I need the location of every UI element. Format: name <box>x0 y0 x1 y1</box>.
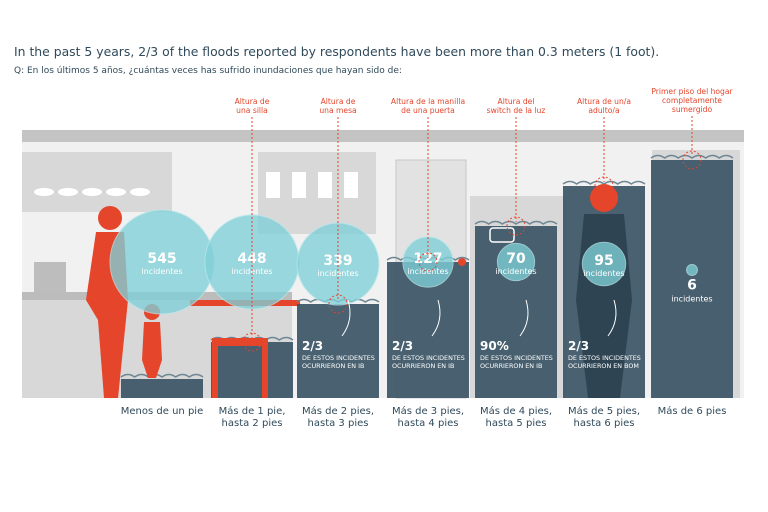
reference-marker-2 <box>242 332 262 352</box>
door-handle <box>458 258 466 266</box>
category-label-3: Más de 2 pies, hasta 3 pies <box>301 406 375 429</box>
incident-notes: 2/3DE ESTOS INCIDENTES OCURRIERON EN IB2/… <box>302 299 641 370</box>
toaster <box>34 262 66 292</box>
upper-cabinet-left <box>22 152 172 212</box>
note-share-4: 2/3 <box>392 339 413 353</box>
incident-bubbles: 545incidentes448incidentes339incidentes1… <box>109 209 713 315</box>
reference-marker-6 <box>594 176 614 196</box>
plate <box>106 188 126 196</box>
bubble-7 <box>686 264 698 276</box>
chair-leg-left <box>212 346 218 398</box>
water-wave-7 <box>650 154 734 159</box>
note-text-6: DE ESTOS INCIDENTES OCURRIERON EN BOM <box>568 354 641 370</box>
bubble-value-7: 6 <box>687 277 697 293</box>
water-column-2 <box>211 342 293 398</box>
reference-label-4: Altura de la manilla de una puerta <box>391 97 465 115</box>
note-share-6: 2/3 <box>568 339 589 353</box>
reference-marker-3 <box>328 294 348 314</box>
bubble-5 <box>496 242 536 282</box>
bubble-unit-4: incidentes <box>407 267 448 276</box>
note-text-3: DE ESTOS INCIDENTES OCURRIERON EN IB <box>302 354 375 370</box>
category-label-2: Más de 1 pie, hasta 2 pies <box>218 406 286 429</box>
note-arrow-6 <box>607 299 617 337</box>
child-body <box>142 322 162 378</box>
bubble-value-5: 70 <box>506 251 526 267</box>
bubble-4 <box>402 236 454 288</box>
glass <box>344 172 358 198</box>
reference-marker-7 <box>682 150 702 170</box>
bubble-unit-1: incidentes <box>141 267 182 276</box>
glass <box>292 172 306 198</box>
chart-title: In the past 5 years, 2/3 of the floods r… <box>14 44 660 59</box>
note-arrow-3 <box>341 299 351 337</box>
reference-label-3: Altura de una mesa <box>319 97 356 115</box>
adult-head <box>98 206 122 230</box>
bubble-value-1: 545 <box>147 251 176 267</box>
plate <box>130 188 150 196</box>
category-label-7: Más de 6 pies <box>657 406 727 417</box>
tall-adult-head <box>590 184 618 212</box>
bubble-unit-2: incidentes <box>231 267 272 276</box>
category-label-6: Más de 5 pies, hasta 6 pies <box>567 406 641 429</box>
water-wave-1 <box>120 373 204 378</box>
note-arrow-5 <box>519 299 529 337</box>
note-text-5: DE ESTOS INCIDENTES OCURRIERON EN IB <box>480 354 553 370</box>
water-column-1 <box>121 379 203 398</box>
reference-label-7: Primer piso del hogar completamente sumerg… <box>651 87 733 114</box>
note-text-4: DE ESTOS INCIDENTES OCURRIERON EN IB <box>392 354 465 370</box>
note-share-3: 2/3 <box>302 339 323 353</box>
category-label-4: Más de 3 pies, hasta 4 pies <box>391 406 465 429</box>
bubble-unit-6: incidentes <box>583 269 624 278</box>
bubble-value-4: 127 <box>413 251 442 267</box>
chair-seat <box>212 338 268 346</box>
reference-label-2: Altura de una silla <box>235 97 270 115</box>
plate <box>58 188 78 196</box>
bubble-6 <box>581 241 627 287</box>
reference-label-6: Altura de un/a adulto/a <box>577 97 631 115</box>
category-label-1: Menos de un pie <box>120 406 204 417</box>
water-column-3 <box>297 304 379 398</box>
note-arrow-4 <box>431 299 441 337</box>
chart-subtitle: Q: En los últimos 5 años, ¿cuántas veces… <box>14 66 402 76</box>
glass <box>266 172 280 198</box>
reference-marker-5 <box>506 216 526 236</box>
plate <box>34 188 54 196</box>
glass <box>318 172 332 198</box>
reference-label-5: Altura del switch de la luz <box>487 97 546 115</box>
water-wave-5 <box>474 220 558 225</box>
bubble-unit-7: incidentes <box>671 294 712 303</box>
bubble-unit-5: incidentes <box>495 267 536 276</box>
chair-leg-right <box>262 346 268 398</box>
note-share-5: 90% <box>480 339 509 353</box>
category-label-5: Más de 4 pies, hasta 5 pies <box>479 406 553 429</box>
reference-marker-4 <box>418 252 438 272</box>
ceiling-shelf <box>22 130 744 142</box>
plate <box>82 188 102 196</box>
reference-height-labels: Altura de una silla Altura de una mesa Altur… <box>235 87 734 352</box>
bubble-value-6: 95 <box>594 253 613 269</box>
water-column-7 <box>651 160 733 398</box>
